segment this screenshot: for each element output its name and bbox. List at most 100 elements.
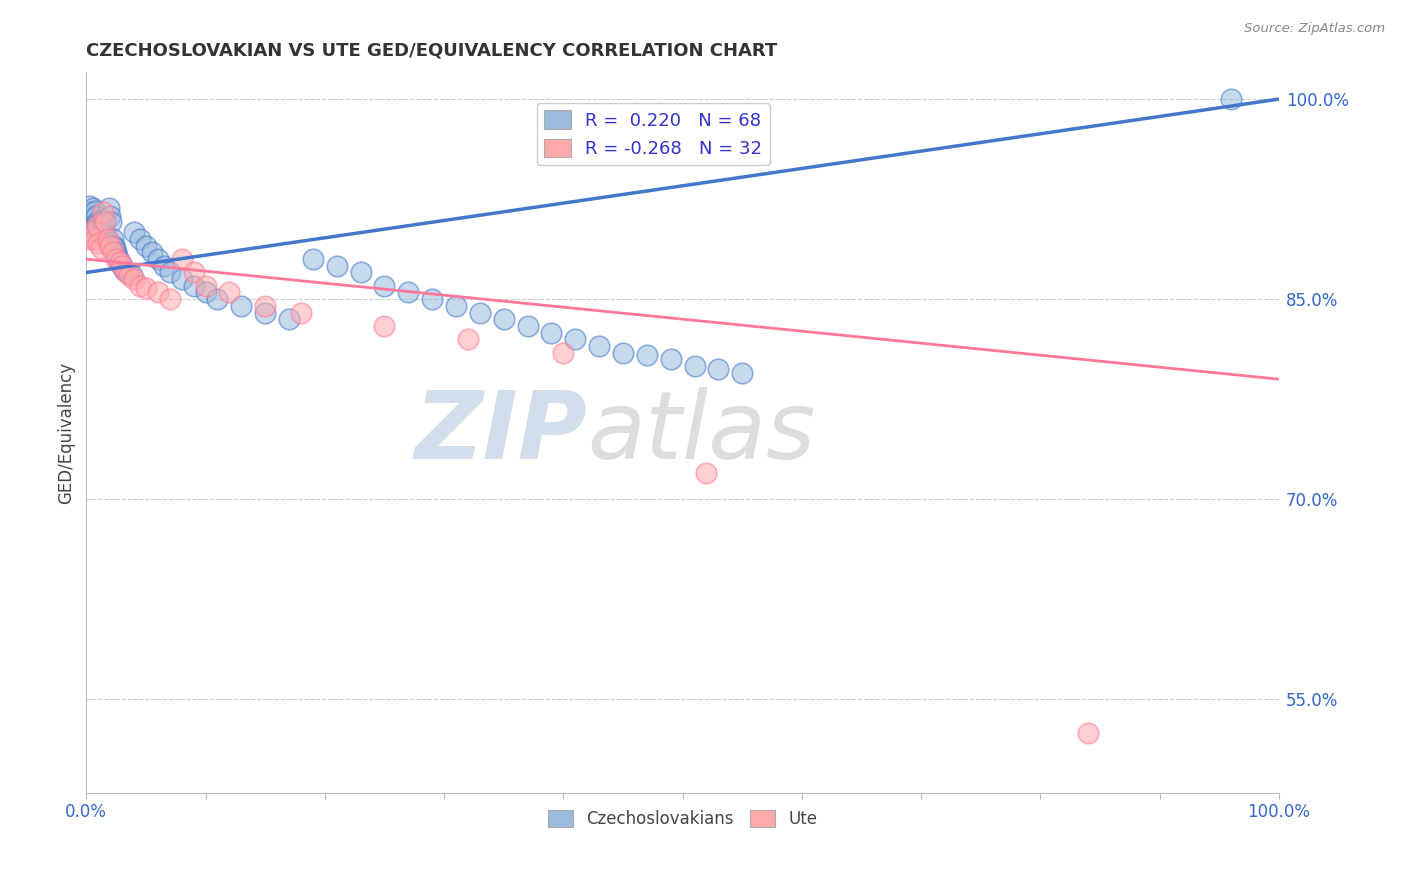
Point <box>111 259 134 273</box>
Point <box>118 268 141 282</box>
Point <box>540 326 562 340</box>
Point <box>683 359 706 373</box>
Point <box>194 285 217 300</box>
Point <box>564 332 586 346</box>
Point <box>89 226 111 240</box>
Point <box>79 232 101 246</box>
Point <box>96 232 118 246</box>
Point <box>82 219 104 233</box>
Point <box>104 242 127 256</box>
Point <box>254 299 277 313</box>
Point <box>86 215 108 229</box>
Point <box>87 221 110 235</box>
Point <box>278 312 301 326</box>
Text: atlas: atlas <box>588 387 815 478</box>
Point <box>135 239 157 253</box>
Point <box>80 212 103 227</box>
Point <box>122 272 145 286</box>
Point <box>302 252 325 267</box>
Point <box>94 215 117 229</box>
Point <box>121 268 143 282</box>
Point <box>159 292 181 306</box>
Point <box>636 348 658 362</box>
Point <box>231 299 253 313</box>
Text: CZECHOSLOVAKIAN VS UTE GED/EQUIVALENCY CORRELATION CHART: CZECHOSLOVAKIAN VS UTE GED/EQUIVALENCY C… <box>86 42 778 60</box>
Point <box>170 252 193 267</box>
Point <box>516 318 538 333</box>
Point <box>146 285 169 300</box>
Point <box>93 212 115 227</box>
Point <box>553 345 575 359</box>
Point <box>612 345 634 359</box>
Point <box>83 204 105 219</box>
Point <box>101 232 124 246</box>
Point <box>588 339 610 353</box>
Point <box>444 299 467 313</box>
Point <box>707 361 730 376</box>
Point <box>91 205 114 219</box>
Point <box>114 262 136 277</box>
Point <box>82 226 104 240</box>
Point <box>100 215 122 229</box>
Point <box>82 202 104 216</box>
Point <box>87 218 110 232</box>
Point <box>111 259 134 273</box>
Point <box>103 239 125 253</box>
Point <box>159 265 181 279</box>
Point <box>254 305 277 319</box>
Point <box>90 242 112 256</box>
Point <box>731 366 754 380</box>
Point <box>83 232 105 246</box>
Point <box>373 318 395 333</box>
Point <box>457 332 479 346</box>
Point <box>86 219 108 233</box>
Point <box>135 281 157 295</box>
Point <box>1077 725 1099 739</box>
Point <box>290 305 312 319</box>
Point <box>183 278 205 293</box>
Point <box>396 285 419 300</box>
Point <box>117 265 139 279</box>
Point <box>84 210 107 224</box>
Point <box>146 252 169 267</box>
Point <box>105 245 128 260</box>
Point <box>373 278 395 293</box>
Point <box>97 202 120 216</box>
Point <box>129 278 152 293</box>
Point <box>90 215 112 229</box>
Point <box>94 228 117 243</box>
Point <box>349 265 371 279</box>
Point <box>122 226 145 240</box>
Point <box>207 292 229 306</box>
Point <box>107 252 129 267</box>
Point <box>77 199 100 213</box>
Point <box>695 466 717 480</box>
Point <box>153 259 176 273</box>
Point <box>98 210 121 224</box>
Point <box>105 252 128 267</box>
Point <box>93 226 115 240</box>
Point <box>183 265 205 279</box>
Point <box>141 245 163 260</box>
Point <box>91 219 114 233</box>
Point <box>170 272 193 286</box>
Point <box>218 285 240 300</box>
Point <box>325 259 347 273</box>
Point <box>87 236 110 251</box>
Point <box>468 305 491 319</box>
Point <box>129 232 152 246</box>
Point <box>97 236 120 251</box>
Point <box>79 205 101 219</box>
Point <box>492 312 515 326</box>
Point <box>98 239 121 253</box>
Point <box>90 228 112 243</box>
Point <box>114 265 136 279</box>
Point <box>82 212 104 227</box>
Point <box>1220 92 1243 106</box>
Text: Source: ZipAtlas.com: Source: ZipAtlas.com <box>1244 22 1385 36</box>
Point <box>108 255 131 269</box>
Point <box>101 245 124 260</box>
Text: ZIP: ZIP <box>415 386 588 478</box>
Legend: Czechoslovakians, Ute: Czechoslovakians, Ute <box>541 803 824 835</box>
Point <box>108 255 131 269</box>
